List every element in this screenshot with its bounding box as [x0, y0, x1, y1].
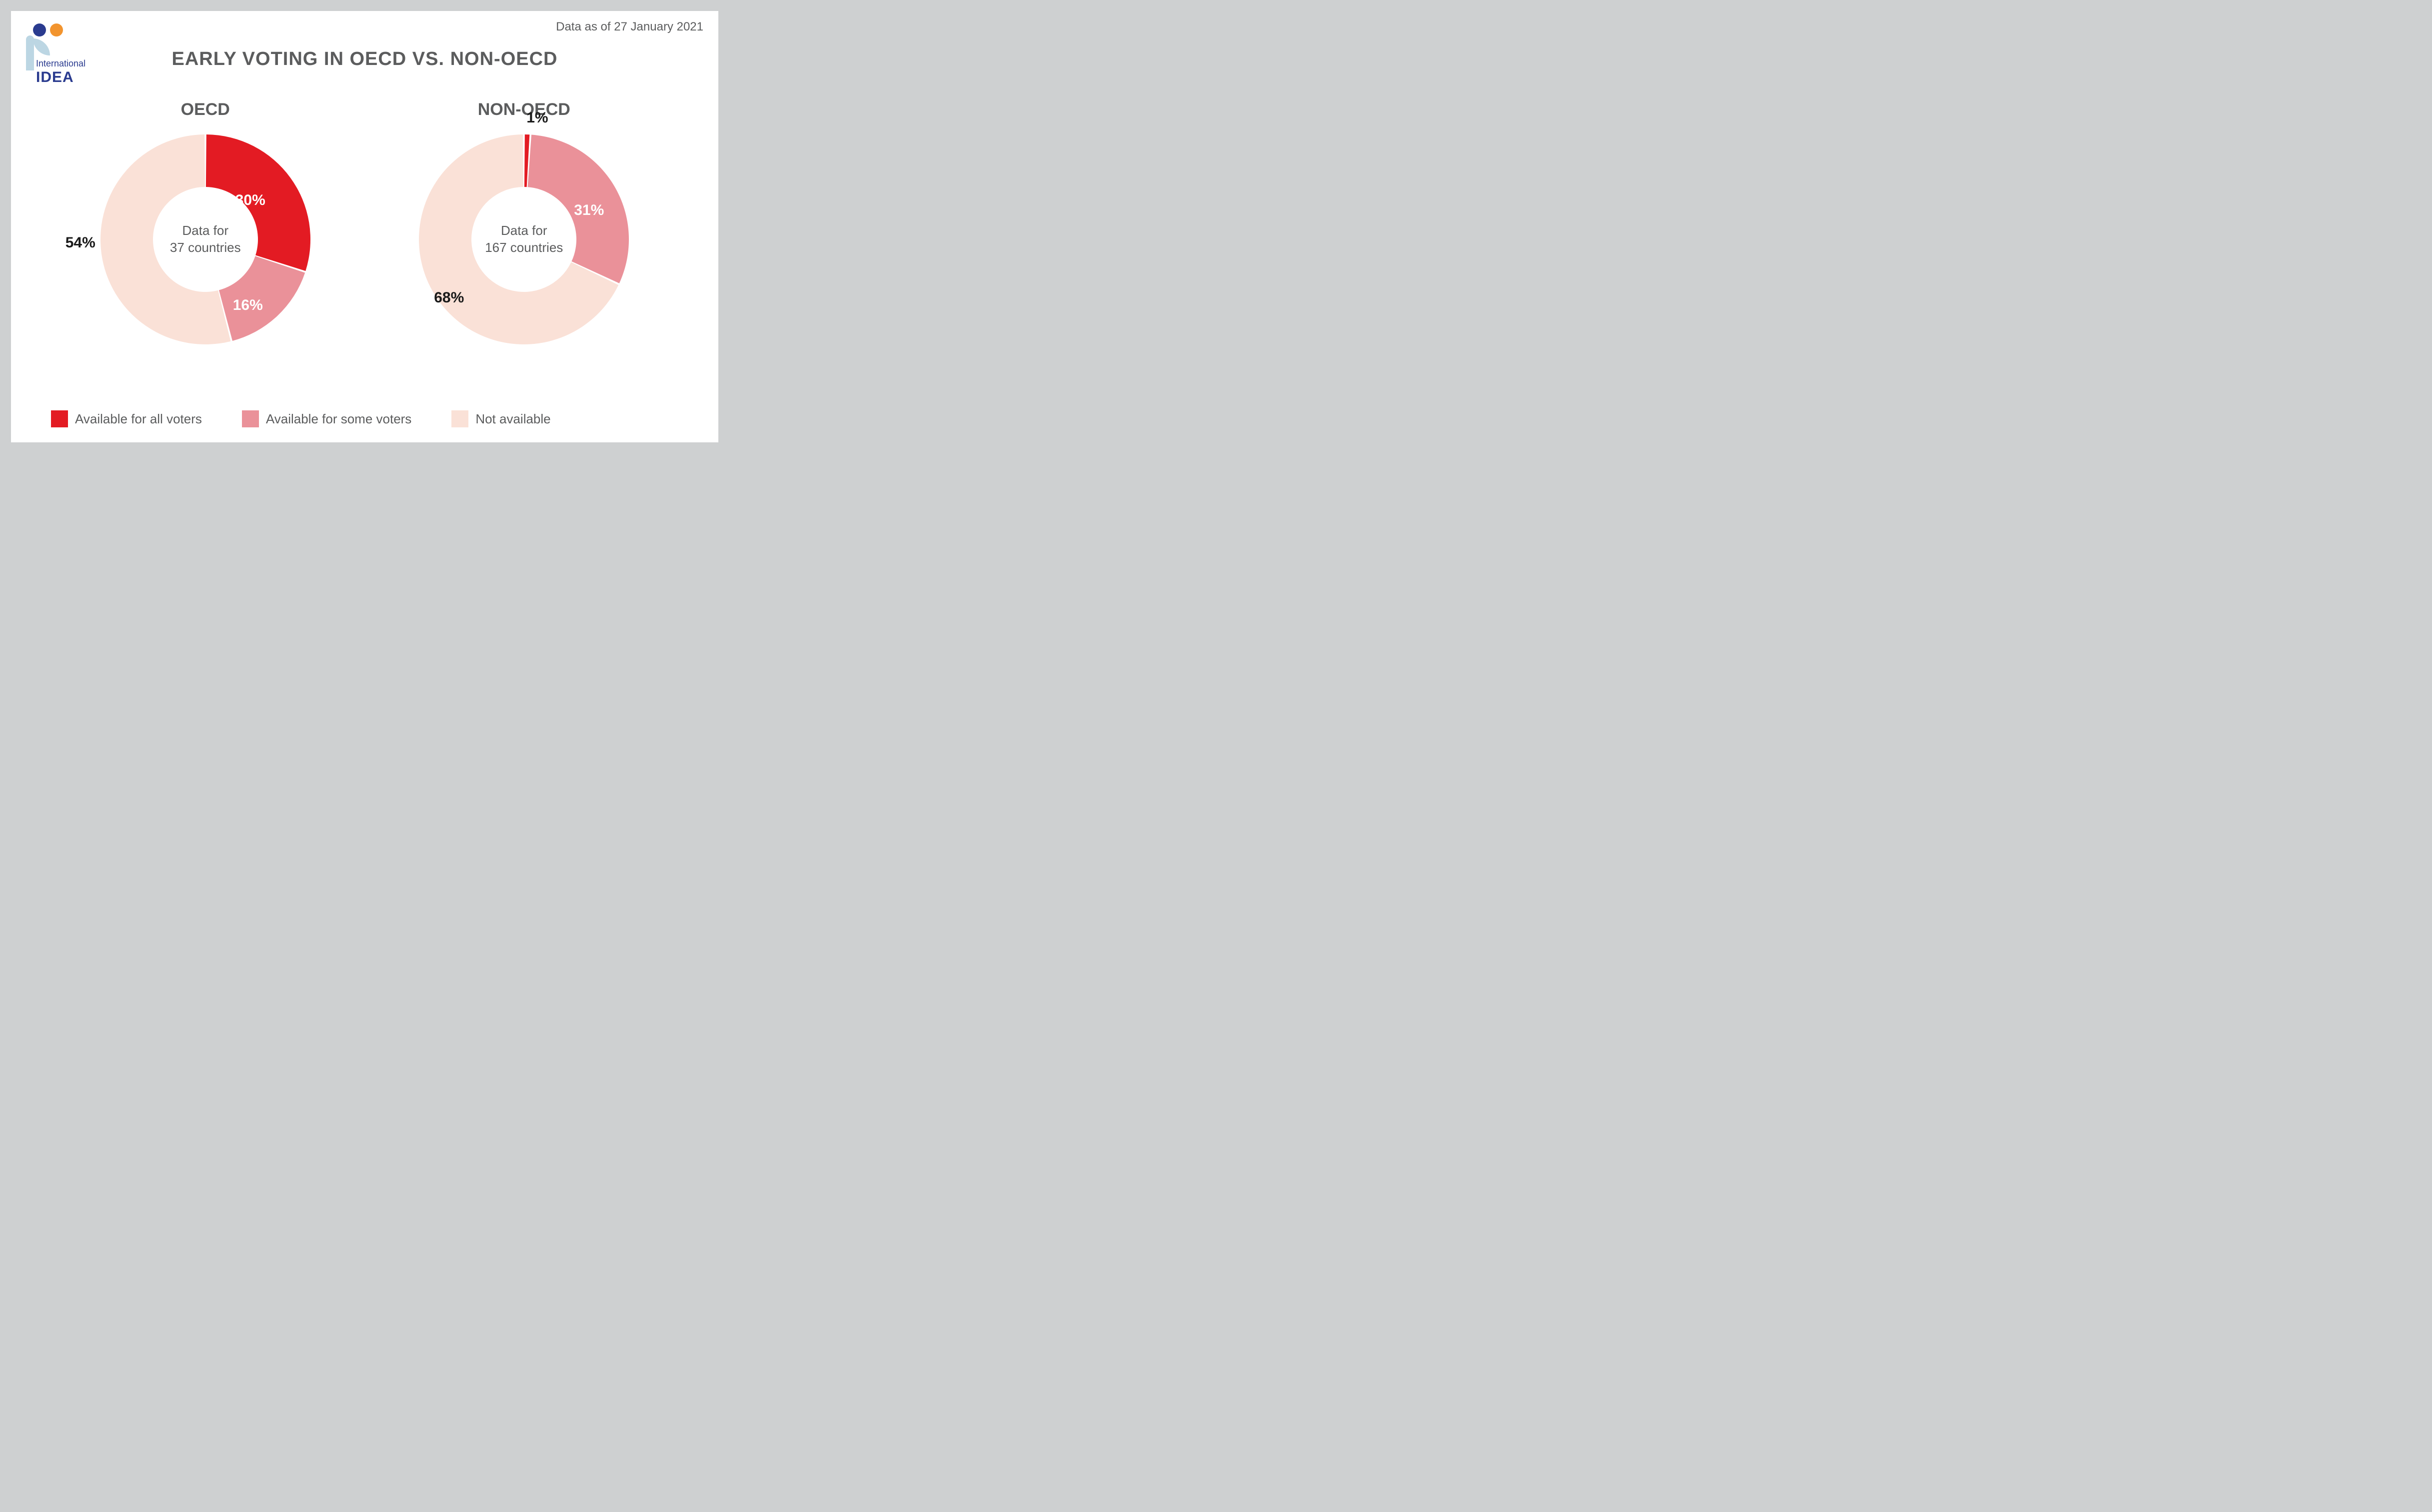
slice-label: 30% [235, 192, 265, 209]
infographic-card: Data as of 27 January 2021 International… [11, 11, 718, 442]
chart-title-non-oecd: NON-OECD [414, 100, 634, 119]
logo-dot-blue [33, 23, 46, 36]
donut-oecd: Data for 37 countries 30%16%54% [95, 129, 315, 349]
slice-label: 16% [233, 297, 263, 314]
chart-title-oecd: OECD [95, 100, 315, 119]
legend-label: Available for all voters [75, 411, 202, 427]
logo-dot-orange [50, 23, 63, 36]
legend-item: Not available [451, 410, 550, 427]
legend-swatch [451, 410, 468, 427]
slice-label: 31% [574, 202, 604, 219]
donut-non-oecd: Data for 167 countries 1%31%68% [414, 129, 634, 349]
center-label-non-oecd: Data for 167 countries [479, 222, 569, 256]
legend-item: Available for some voters [242, 410, 411, 427]
center-label-oecd: Data for 37 countries [160, 222, 250, 256]
legend: Available for all voters Available for so… [51, 410, 678, 427]
slice-label: 68% [434, 289, 464, 306]
legend-label: Available for some voters [266, 411, 411, 427]
legend-swatch [51, 410, 68, 427]
charts-row: OECD Data for 37 countries 30% 16% 54% NON… [26, 100, 703, 349]
logo-text-line2: IDEA [36, 69, 101, 86]
date-note: Data as of 27 January 2021 [556, 20, 703, 34]
slice-label: 1% [526, 109, 548, 126]
idea-logo: International IDEA [26, 23, 101, 86]
main-title: EARLY VOTING IN OECD VS. NON-OECD [26, 48, 703, 70]
legend-label: Not available [475, 411, 550, 427]
legend-swatch [242, 410, 259, 427]
logo-text-line1: International [36, 58, 101, 69]
chart-oecd: OECD Data for 37 countries 30%16%54% [95, 100, 315, 349]
slice-label: 54% [65, 234, 95, 251]
logo-leaf-icon [33, 38, 50, 55]
chart-non-oecd: NON-OECD Data for 167 countries 1% 31% 68% [414, 100, 634, 349]
legend-item: Available for all voters [51, 410, 202, 427]
